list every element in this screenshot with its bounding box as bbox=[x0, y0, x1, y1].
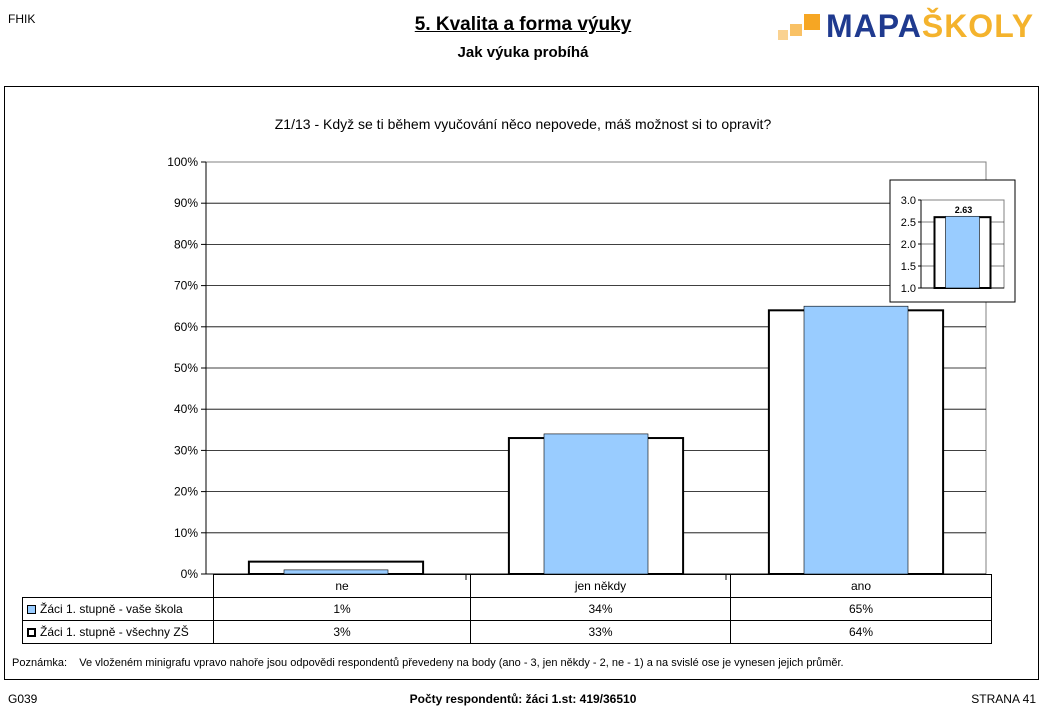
legend-entry-school: Žáci 1. stupně - vaše škola bbox=[22, 597, 214, 621]
inset-value-label: 2.63 bbox=[955, 205, 973, 215]
inset-y-tick-label: 1.0 bbox=[901, 283, 916, 295]
note-text: Ve vloženém minigrafu vpravo nahoře jsou… bbox=[79, 657, 844, 669]
table-header-row: ne jen někdy ano bbox=[22, 574, 992, 598]
note-label: Poznámka: bbox=[12, 657, 68, 669]
logo-text: MAPAŠKOLY bbox=[826, 8, 1034, 45]
logo-text-accent: ŠKOLY bbox=[921, 8, 1035, 44]
data-label: 33% bbox=[470, 620, 731, 644]
mapa-skoly-logo: MAPAŠKOLY bbox=[778, 8, 1033, 44]
respondent-count: Počty respondentů: žáci 1.st: 419/36510 bbox=[409, 692, 637, 706]
inset-bar-your-school bbox=[945, 215, 980, 289]
chart-title: Z1/13 - Když se ti během vyučování něco … bbox=[274, 116, 772, 132]
inset-y-tick-label: 2.0 bbox=[901, 239, 916, 251]
data-table: ne jen někdy ano Žáci 1. stupně - vaše š… bbox=[22, 574, 992, 644]
data-label: 64% bbox=[730, 620, 992, 644]
y-tick-label: 70% bbox=[174, 279, 198, 293]
legend-swatch-school bbox=[27, 605, 36, 615]
inset-y-tick-label: 1.5 bbox=[901, 261, 916, 273]
y-tick-label: 100% bbox=[167, 155, 198, 169]
page-title: 5. Kvalita a forma výuky bbox=[414, 14, 632, 35]
series-name: Žáci 1. stupně - vaše škola bbox=[40, 602, 183, 616]
y-tick-label: 60% bbox=[174, 320, 198, 334]
report-code: FHIK bbox=[8, 12, 36, 26]
category-label: ne bbox=[213, 574, 471, 598]
category-label: jen někdy bbox=[470, 574, 731, 598]
data-label: 34% bbox=[470, 597, 731, 621]
data-label: 3% bbox=[213, 620, 471, 644]
table-row: Žáci 1. stupně - všechny ZŠ 3% 33% 64% bbox=[22, 620, 992, 644]
y-tick-label: 40% bbox=[174, 402, 198, 416]
logo-square bbox=[790, 24, 802, 36]
footer-code: G039 bbox=[8, 692, 38, 706]
table-row: Žáci 1. stupně - vaše škola 1% 34% 65% bbox=[22, 597, 992, 621]
y-tick-label: 50% bbox=[174, 361, 198, 375]
chart-note: Poznámka: Ve vloženém minigrafu vpravo n… bbox=[12, 657, 844, 669]
page-subtitle: Jak výuka probíhá bbox=[457, 44, 589, 61]
bar-your-school bbox=[803, 305, 909, 575]
logo-text-main: MAPA bbox=[826, 8, 922, 44]
chart-frame bbox=[4, 86, 1039, 680]
y-tick-label: 90% bbox=[174, 196, 198, 210]
logo-square bbox=[778, 30, 788, 40]
y-tick-label: 80% bbox=[174, 237, 198, 251]
logo-square bbox=[804, 14, 820, 30]
y-tick-label: 20% bbox=[174, 485, 198, 499]
inset-y-tick-label: 3.0 bbox=[901, 195, 916, 207]
y-tick-label: 30% bbox=[174, 443, 198, 457]
legend-swatch-all bbox=[27, 628, 36, 638]
y-tick-label: 10% bbox=[174, 526, 198, 540]
series-name: Žáci 1. stupně - všechny ZŠ bbox=[40, 625, 189, 639]
category-label: ano bbox=[730, 574, 992, 598]
bar-your-school bbox=[543, 433, 649, 575]
page-number: STRANA 41 bbox=[971, 692, 1036, 706]
data-label: 65% bbox=[730, 597, 992, 621]
legend-entry-all: Žáci 1. stupně - všechny ZŠ bbox=[22, 620, 214, 644]
inset-y-tick-label: 2.5 bbox=[901, 217, 916, 229]
table-corner bbox=[22, 574, 214, 598]
data-label: 1% bbox=[213, 597, 471, 621]
